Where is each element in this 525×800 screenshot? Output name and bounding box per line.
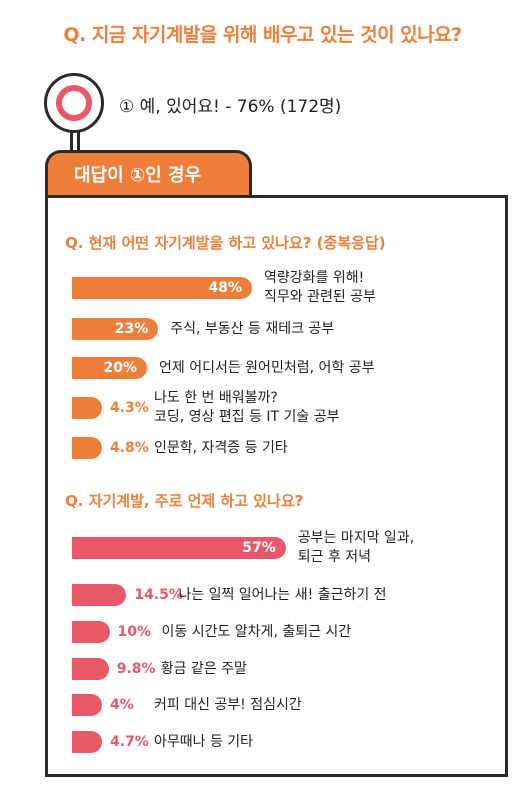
target-icon: [44, 73, 104, 133]
bar: [72, 357, 147, 379]
bar-value-label: 20%: [103, 360, 137, 376]
bar-value-label: 23%: [114, 321, 149, 337]
chart-title-timing: Q. 자기계발, 주로 언제 하고 있나요?: [65, 492, 304, 510]
bar-category-label: 나도 한 번 배워볼까? 코딩, 영상 편집 등 IT 기술 공부: [154, 390, 340, 425]
bar-value-label: 10%: [117, 624, 152, 640]
bar: [72, 397, 102, 419]
bar-category-label: 황금 같은 주말: [160, 660, 247, 677]
condition-tab: 대답이 ①인 경우: [45, 150, 252, 195]
bar-category-label: 주식, 부동산 등 재테크 공부: [170, 320, 335, 337]
bar: [72, 437, 102, 459]
bar-category-label: 인문학, 자격증 등 기타: [154, 439, 288, 456]
chart-title-activity: Q. 현재 어떤 자기계발을 하고 있나요? (중복응답): [65, 234, 386, 252]
bar-category-label: 이동 시간도 알차게, 출퇴근 시간: [161, 623, 352, 640]
bar-value-label: 9.8%: [116, 661, 156, 677]
bar-category-label: 역량강화를 위해! 직무와 관련된 공부: [264, 270, 376, 305]
bar-category-label: 커피 대신 공부! 점심시간: [154, 696, 302, 713]
bar-value-label: 4%: [110, 697, 134, 713]
bar: [72, 731, 102, 753]
bar-value-label: 14.5%: [134, 587, 183, 603]
main-question: Q. 지금 자기계발을 위해 배우고 있는 것이 있나요?: [63, 24, 462, 46]
bar: [72, 277, 252, 299]
bar-category-label: 아무때나 등 기타: [154, 733, 254, 750]
bar: [72, 621, 110, 643]
bar: [72, 658, 109, 680]
bar-category-label: 공부는 마지막 일과, 퇴근 후 저녁: [297, 530, 415, 565]
bar-category-label: 나는 일찍 일어나는 새! 출근하기 전: [178, 586, 387, 603]
bar: [72, 537, 286, 559]
bar: [72, 694, 102, 716]
bar-value-label: 57%: [242, 540, 276, 556]
pin-stem-left: [70, 131, 73, 155]
bar-value-label: 4.3%: [110, 400, 149, 416]
pin-stem-right: [77, 131, 80, 155]
bar-category-label: 언제 어디서든 원어민처럼, 어학 공부: [159, 359, 375, 376]
answer-text: ① 예, 있어요! - 76% (172명): [119, 97, 342, 117]
bar-value-label: 48%: [208, 280, 242, 296]
bar-value-label: 4.7%: [110, 734, 149, 750]
bar-value-label: 4.8%: [110, 440, 149, 456]
bar: [72, 584, 127, 606]
bar: [72, 318, 159, 340]
